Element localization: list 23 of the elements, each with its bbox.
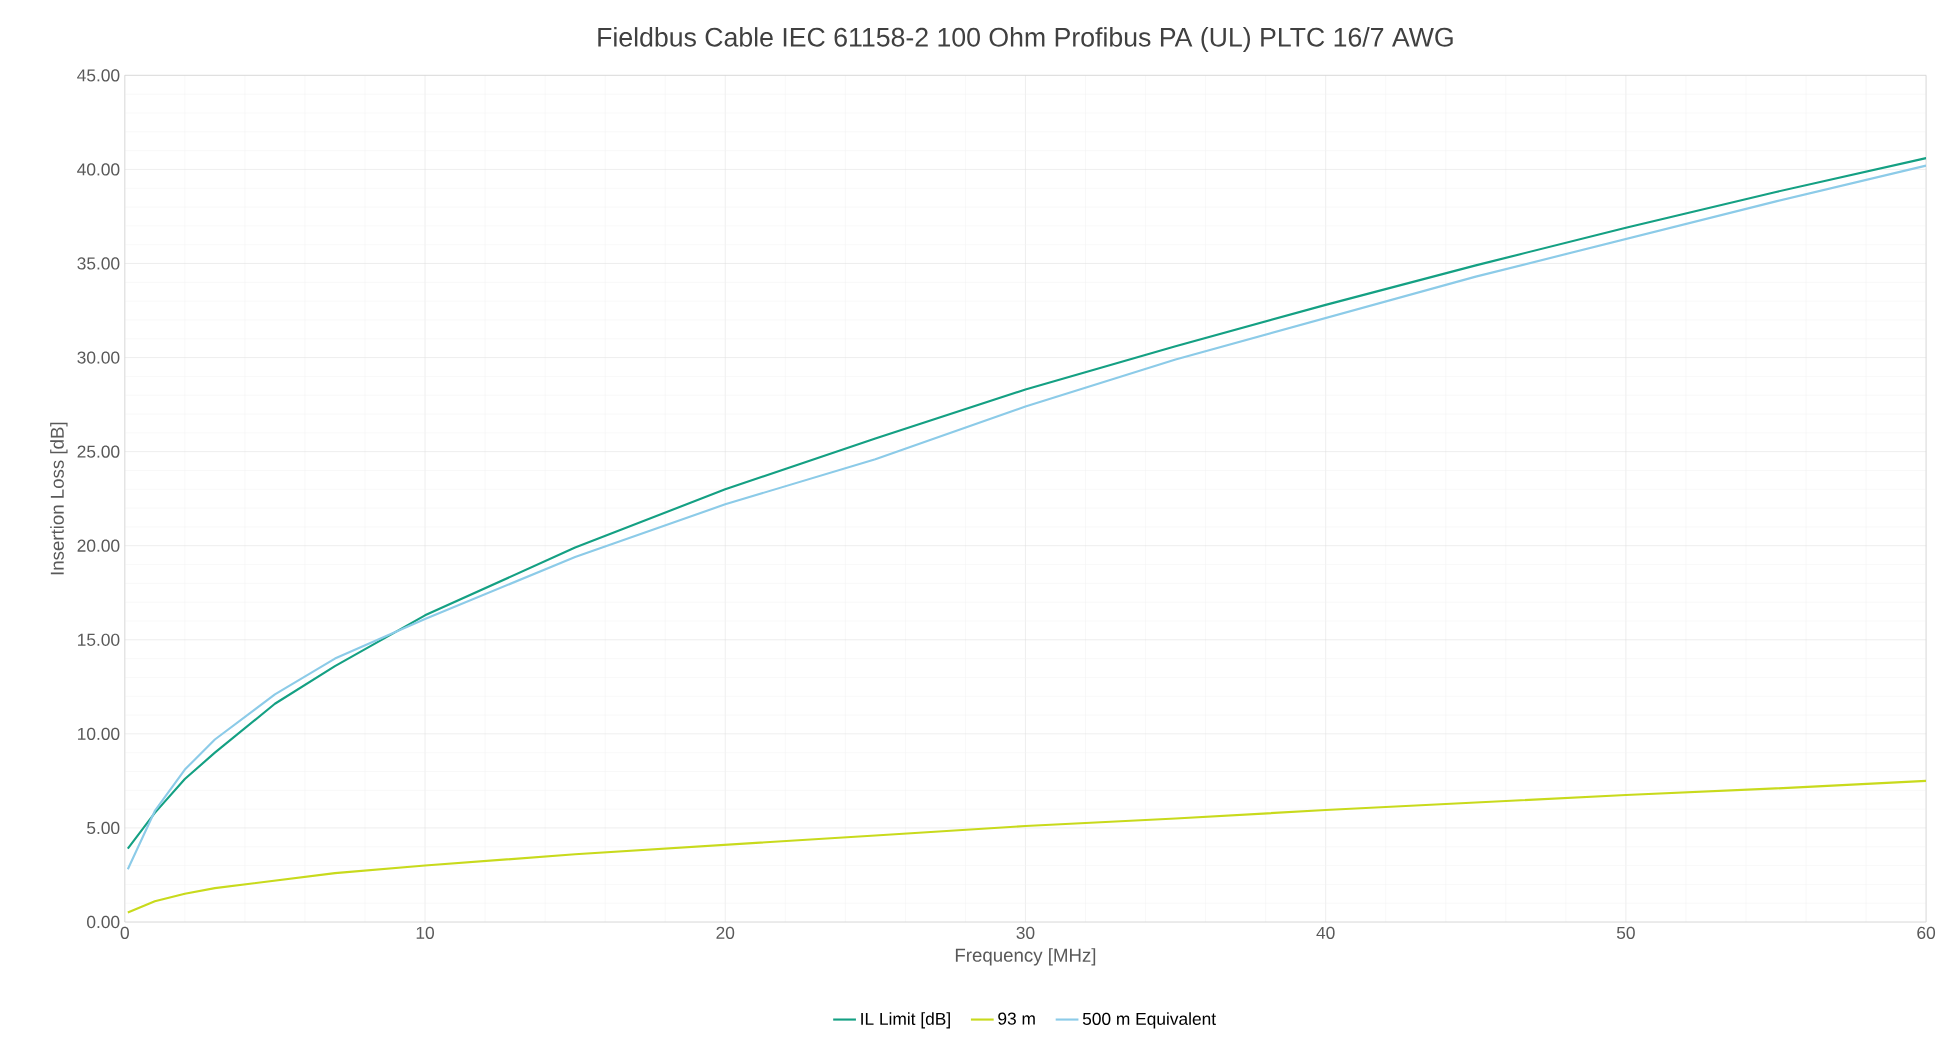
legend-label: IL Limit [dB]	[861, 1012, 950, 1029]
legend-label: 93 m	[998, 1012, 1035, 1025]
y-tick-label: 20.00	[77, 539, 120, 552]
x-tick-label: 50	[1616, 926, 1635, 939]
y-tick-label: 45.00	[77, 69, 120, 82]
x-tick-label: 40	[1316, 926, 1335, 939]
y-tick-label: 5.00	[87, 821, 120, 835]
x-tick-label: 0	[120, 926, 129, 939]
y-tick-label: 15.00	[78, 633, 120, 646]
chart-title: Fieldbus Cable IEC 61158-2 100 Ohm Profibus PA (UL) PLTC 16/7 AWG	[598, 27, 1453, 52]
x-tick-label: 30	[1016, 926, 1035, 939]
x-tick-label: 20	[716, 926, 735, 939]
y-tick-label: 40.00	[77, 163, 120, 176]
y-tick-label: 35.00	[77, 257, 120, 270]
y-axis-title: Insertion Loss [dB]	[50, 422, 68, 575]
y-tick-label: 25.00	[77, 445, 120, 458]
y-tick-label: 30.00	[77, 351, 120, 364]
legend-label: 500 m Equivalent	[1082, 1012, 1216, 1029]
y-tick-label: 0.00	[87, 915, 120, 929]
x-tick-label: 10	[416, 926, 434, 939]
x-tick-label: 60	[1917, 926, 1936, 939]
y-tick-label: 10.00	[78, 727, 120, 740]
x-axis-title: Frequency [MHz]	[955, 948, 1096, 966]
